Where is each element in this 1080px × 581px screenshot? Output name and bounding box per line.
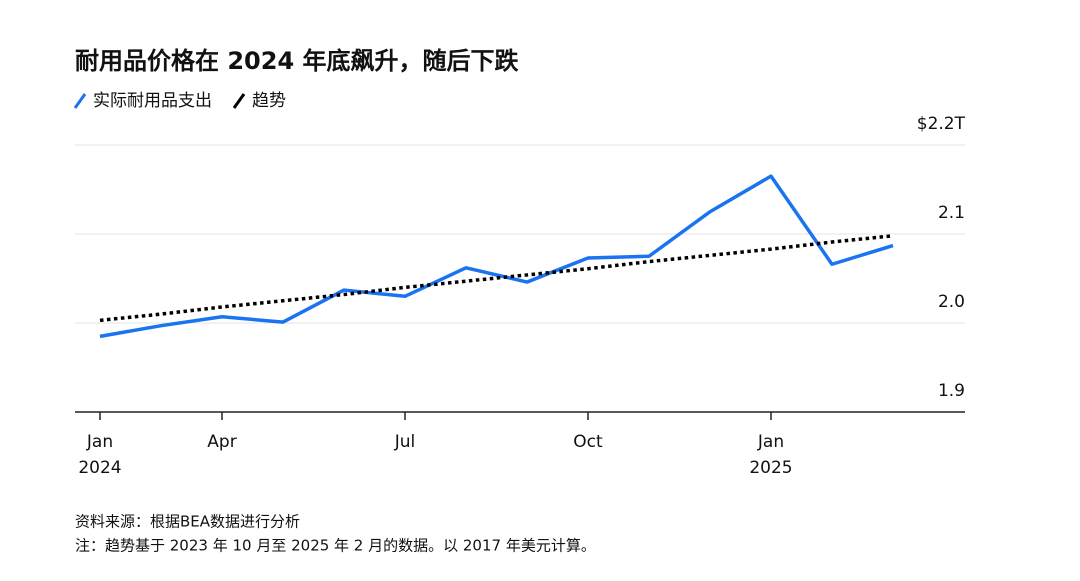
legend-swatch	[232, 93, 246, 109]
y-tick-label: 1.9	[938, 381, 965, 401]
x-tick-label: Apr	[207, 432, 236, 452]
y-tick-label: $2.2T	[917, 114, 966, 134]
x-tick-label: Jan 2025	[749, 432, 792, 478]
data-line	[99, 174, 894, 339]
legend-swatch	[73, 93, 87, 109]
chart-title: 耐用品价格在 2024 年底飙升，随后下跌	[75, 47, 520, 75]
trend-line	[99, 234, 894, 323]
x-tick-label: Jul	[394, 432, 416, 452]
note: 注：趋势基于 2023 年 10 月至 2025 年 2 月的数据。以 2017…	[75, 537, 596, 555]
legend-label: 趋势	[252, 91, 286, 111]
y-tick-label: 2.1	[938, 203, 965, 223]
legend-label: 实际耐用品支出	[93, 91, 212, 111]
source: 资料来源：根据BEA数据进行分析	[75, 513, 300, 531]
x-tick-label: Oct	[573, 432, 603, 452]
x-tick-label: Jan 2024	[78, 432, 121, 478]
y-tick-label: 2.0	[938, 292, 965, 312]
